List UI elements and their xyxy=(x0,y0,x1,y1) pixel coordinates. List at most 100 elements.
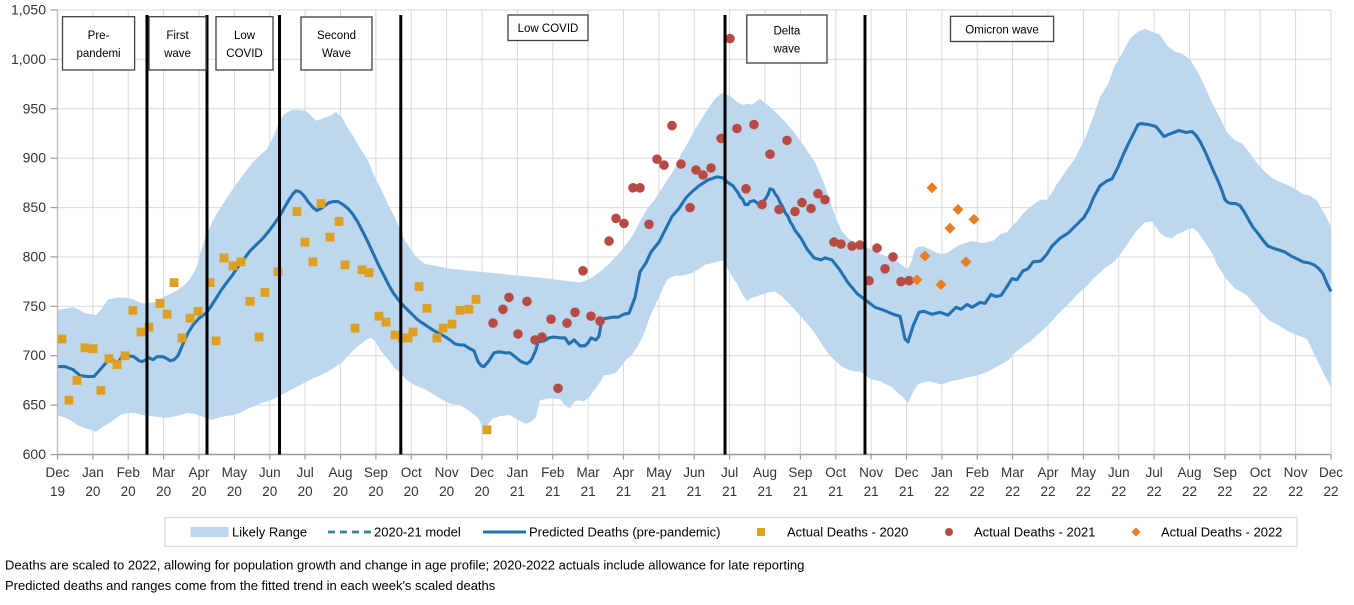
svg-text:Apr: Apr xyxy=(188,465,210,480)
svg-text:20: 20 xyxy=(227,484,242,499)
svg-text:Deaths are scaled to 2022, al: Deaths are scaled to 2022, allowing for … xyxy=(5,558,804,573)
svg-text:22: 22 xyxy=(970,484,985,499)
svg-text:22: 22 xyxy=(1217,484,1232,499)
svg-text:Nov: Nov xyxy=(435,465,459,480)
svg-text:20: 20 xyxy=(368,484,383,499)
svg-text:Jun: Jun xyxy=(683,465,705,480)
svg-text:21: 21 xyxy=(899,484,914,499)
svg-text:Aug: Aug xyxy=(753,465,777,480)
svg-text:Omicron wave: Omicron wave xyxy=(965,24,1039,36)
svg-text:Sep: Sep xyxy=(1213,465,1237,480)
svg-text:Actual Deaths - 2020: Actual Deaths - 2020 xyxy=(787,525,908,540)
svg-text:22: 22 xyxy=(1005,484,1020,499)
svg-text:22: 22 xyxy=(1111,484,1126,499)
svg-text:Pre-: Pre- xyxy=(88,30,110,42)
svg-text:Jun: Jun xyxy=(1108,465,1130,480)
svg-text:21: 21 xyxy=(651,484,666,499)
svg-text:Wave: Wave xyxy=(322,48,351,60)
svg-text:800: 800 xyxy=(23,248,47,264)
svg-text:21: 21 xyxy=(793,484,808,499)
svg-text:May: May xyxy=(646,465,672,480)
svg-text:1,000: 1,000 xyxy=(11,51,46,67)
svg-text:22: 22 xyxy=(1253,484,1268,499)
svg-text:Predicted deaths and ranges co: Predicted deaths and ranges come from th… xyxy=(5,578,496,593)
svg-text:Actual Deaths - 2022: Actual Deaths - 2022 xyxy=(1161,525,1282,540)
svg-text:Apr: Apr xyxy=(613,465,635,480)
svg-text:Jun: Jun xyxy=(259,465,281,480)
svg-text:Dec: Dec xyxy=(1319,465,1343,480)
svg-text:22: 22 xyxy=(1288,484,1303,499)
svg-text:19: 19 xyxy=(50,484,65,499)
svg-text:22: 22 xyxy=(934,484,949,499)
svg-text:Jul: Jul xyxy=(721,465,738,480)
svg-text:Aug: Aug xyxy=(1177,465,1201,480)
svg-text:Jan: Jan xyxy=(82,465,104,480)
svg-text:21: 21 xyxy=(757,484,772,499)
svg-text:Feb: Feb xyxy=(966,465,989,480)
svg-text:Jul: Jul xyxy=(1145,465,1162,480)
svg-text:Low: Low xyxy=(234,30,256,42)
svg-text:May: May xyxy=(222,465,248,480)
svg-text:wave: wave xyxy=(772,44,800,56)
svg-text:Jan: Jan xyxy=(507,465,529,480)
svg-text:First: First xyxy=(166,30,189,42)
svg-text:Mar: Mar xyxy=(1001,465,1025,480)
svg-text:20: 20 xyxy=(474,484,489,499)
svg-text:22: 22 xyxy=(1147,484,1162,499)
svg-text:21: 21 xyxy=(687,484,702,499)
svg-text:Oct: Oct xyxy=(825,465,846,480)
svg-text:Feb: Feb xyxy=(117,465,140,480)
svg-text:950: 950 xyxy=(23,100,47,116)
svg-text:Likely Range: Likely Range xyxy=(232,525,307,540)
svg-text:21: 21 xyxy=(722,484,737,499)
svg-text:20: 20 xyxy=(404,484,419,499)
svg-text:Actual Deaths - 2021: Actual Deaths - 2021 xyxy=(974,525,1095,540)
svg-text:700: 700 xyxy=(23,347,47,363)
svg-text:Oct: Oct xyxy=(1250,465,1271,480)
svg-text:Aug: Aug xyxy=(328,465,352,480)
svg-text:Sep: Sep xyxy=(788,465,812,480)
svg-text:22: 22 xyxy=(1040,484,1055,499)
svg-text:Predicted Deaths (pre-pandemic: Predicted Deaths (pre-pandemic) xyxy=(529,525,720,540)
svg-text:Jul: Jul xyxy=(296,465,313,480)
svg-text:20: 20 xyxy=(439,484,454,499)
svg-text:Sep: Sep xyxy=(364,465,388,480)
svg-text:600: 600 xyxy=(23,446,47,462)
svg-text:Second: Second xyxy=(317,30,356,42)
svg-text:Dec: Dec xyxy=(45,465,69,480)
svg-text:Low COVID: Low COVID xyxy=(518,23,579,35)
svg-text:21: 21 xyxy=(510,484,525,499)
svg-text:2020-21 model: 2020-21 model xyxy=(374,525,461,540)
svg-text:Dec: Dec xyxy=(894,465,918,480)
svg-text:20: 20 xyxy=(333,484,348,499)
svg-text:Oct: Oct xyxy=(401,465,422,480)
svg-text:850: 850 xyxy=(23,199,47,215)
svg-text:Nov: Nov xyxy=(1284,465,1308,480)
svg-text:May: May xyxy=(1071,465,1097,480)
svg-text:21: 21 xyxy=(864,484,879,499)
svg-text:pandemi: pandemi xyxy=(76,48,120,60)
svg-text:22: 22 xyxy=(1076,484,1091,499)
svg-text:Mar: Mar xyxy=(152,465,176,480)
svg-text:650: 650 xyxy=(23,397,47,413)
svg-text:Dec: Dec xyxy=(470,465,494,480)
svg-text:Apr: Apr xyxy=(1037,465,1059,480)
svg-text:Feb: Feb xyxy=(541,465,564,480)
svg-text:Mar: Mar xyxy=(576,465,600,480)
svg-text:COVID: COVID xyxy=(226,48,262,60)
svg-text:21: 21 xyxy=(828,484,843,499)
svg-text:wave: wave xyxy=(163,48,191,60)
svg-text:Delta: Delta xyxy=(773,26,800,38)
svg-text:Jan: Jan xyxy=(931,465,953,480)
svg-text:20: 20 xyxy=(298,484,313,499)
svg-text:21: 21 xyxy=(581,484,596,499)
svg-text:20: 20 xyxy=(85,484,100,499)
svg-text:20: 20 xyxy=(156,484,171,499)
svg-text:Nov: Nov xyxy=(859,465,883,480)
svg-text:1,050: 1,050 xyxy=(11,2,46,18)
svg-text:900: 900 xyxy=(23,150,47,166)
svg-text:22: 22 xyxy=(1182,484,1197,499)
svg-text:20: 20 xyxy=(191,484,206,499)
svg-text:21: 21 xyxy=(616,484,631,499)
svg-text:20: 20 xyxy=(262,484,277,499)
